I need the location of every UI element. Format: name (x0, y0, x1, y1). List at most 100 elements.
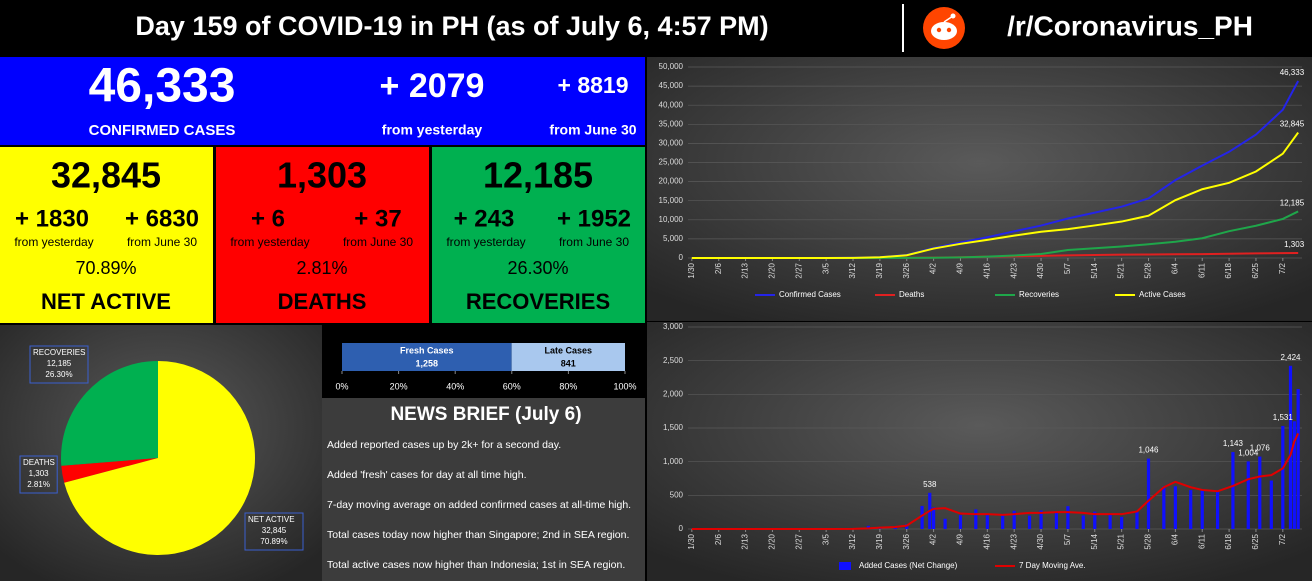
reddit-icon (923, 7, 965, 49)
x-tick-label: 3/12 (848, 533, 857, 549)
bar (1288, 365, 1293, 529)
stat-change-day: + 243 (454, 205, 515, 232)
line-panel (647, 57, 1312, 321)
pie-label-box (19, 455, 58, 494)
y-tick-label: 35,000 (659, 119, 684, 128)
x-tick-label: 3/5 (821, 262, 830, 274)
bar (1039, 510, 1043, 529)
stat-value: 32,845 (51, 155, 161, 196)
y-tick-label: 20,000 (659, 177, 684, 186)
x-tick-label: 4/30 (1036, 262, 1045, 278)
news-panel (322, 398, 645, 581)
x-tick-label: 3/26 (902, 533, 911, 549)
bar (1001, 514, 1005, 529)
bar (1215, 491, 1220, 529)
total-value: 46,333 (89, 60, 236, 113)
x-tick-label: 20% (390, 381, 408, 391)
series-line (691, 432, 1300, 530)
x-tick-label: 4/16 (982, 262, 991, 278)
data-label: 32,845 (1280, 120, 1305, 129)
total-day-label: from yesterday (382, 122, 483, 138)
stat-day-label: from yesterday (230, 235, 309, 249)
y-tick-label: 500 (670, 490, 684, 499)
stat-percent: 26.30% (507, 258, 568, 278)
x-tick-label: 60% (503, 381, 521, 391)
x-tick-label: 4/9 (956, 533, 965, 545)
bar (1162, 486, 1166, 529)
x-tick-label: 3/19 (875, 533, 884, 549)
news-title: NEWS BRIEF (July 6) (390, 404, 581, 425)
bar (1200, 490, 1204, 529)
stat-change-week: + 1952 (557, 205, 631, 232)
y-tick-label: 40,000 (659, 100, 684, 109)
bar (1120, 516, 1124, 529)
x-tick-label: 5/28 (1144, 533, 1153, 549)
x-tick-label: 4/23 (1009, 262, 1018, 278)
subreddit: /r/Coronavirus_PH (1007, 10, 1253, 41)
data-label: 1,076 (1250, 444, 1271, 453)
x-tick-label: 4/2 (929, 533, 938, 545)
pie-label-percent: 26.30% (45, 370, 72, 379)
legend-label: 7 Day Moving Ave. (1019, 561, 1086, 570)
bar (920, 505, 924, 529)
y-tick-label: 1,000 (663, 457, 684, 466)
news-item: Total cases today now higher than Singap… (327, 529, 629, 541)
x-tick-label: 4/2 (929, 262, 938, 274)
data-label: 1,143 (1223, 439, 1244, 448)
total-change-day: + 2079 (380, 67, 485, 105)
x-tick-label: 6/11 (1197, 262, 1206, 278)
y-tick-label: 1,500 (663, 423, 684, 432)
stat-label: NET ACTIVE (41, 289, 171, 314)
news-item: Added reported cases up by 2k+ for a sec… (327, 439, 561, 451)
stat-change-day: + 6 (251, 205, 285, 232)
x-tick-label: 2/6 (714, 262, 723, 274)
x-tick-label: 5/7 (1063, 533, 1072, 545)
x-tick-label: 80% (559, 381, 577, 391)
stat-day-label: from yesterday (14, 235, 93, 249)
total-change-week: + 8819 (558, 72, 629, 98)
pie-label-name: DEATHS (23, 458, 55, 467)
bar (943, 518, 947, 529)
bar (1012, 510, 1016, 529)
y-tick-label: 10,000 (659, 215, 684, 224)
y-tick-label: 3,000 (663, 322, 684, 331)
bar (974, 509, 978, 529)
x-tick-label: 2/27 (794, 262, 803, 278)
x-tick-label: 1/30 (687, 262, 696, 278)
pie-slice (64, 361, 255, 555)
x-tick-label: 40% (446, 381, 464, 391)
legend-label: Active Cases (1139, 290, 1186, 299)
x-tick-label: 2/20 (768, 262, 777, 278)
stat-week-label: from June 30 (127, 235, 197, 249)
series-line (691, 131, 1299, 259)
segment-name: Late Cases (545, 345, 593, 355)
bar-panel (647, 322, 1312, 581)
x-tick-label: 5/14 (1090, 262, 1099, 278)
total-label: CONFIRMED CASES (89, 122, 236, 139)
stat-box (0, 147, 213, 323)
y-tick-label: 25,000 (659, 158, 684, 167)
bar (1231, 452, 1235, 529)
stat-week-label: from June 30 (343, 235, 413, 249)
x-tick-label: 5/28 (1144, 262, 1153, 278)
stat-change-week: + 37 (354, 205, 401, 232)
bar (1093, 511, 1097, 529)
x-tick-label: 3/5 (821, 533, 830, 545)
legend-label: Confirmed Cases (779, 290, 841, 299)
x-tick-label: 5/7 (1063, 262, 1072, 274)
stat-percent: 70.89% (75, 258, 136, 278)
total-box (0, 57, 645, 145)
x-tick-label: 6/4 (1170, 533, 1179, 545)
bar (1108, 514, 1112, 529)
y-tick-label: 50,000 (659, 62, 684, 71)
stat-box (432, 147, 645, 323)
segment-name: Fresh Cases (400, 345, 454, 355)
y-tick-label: 0 (679, 524, 684, 533)
pie-label-count: 1,303 (29, 469, 50, 478)
stat-week-label: from June 30 (559, 235, 629, 249)
pie-slice (60, 360, 158, 466)
x-tick-label: 6/4 (1170, 262, 1179, 274)
bar (1296, 389, 1300, 529)
y-tick-label: 0 (679, 253, 684, 262)
